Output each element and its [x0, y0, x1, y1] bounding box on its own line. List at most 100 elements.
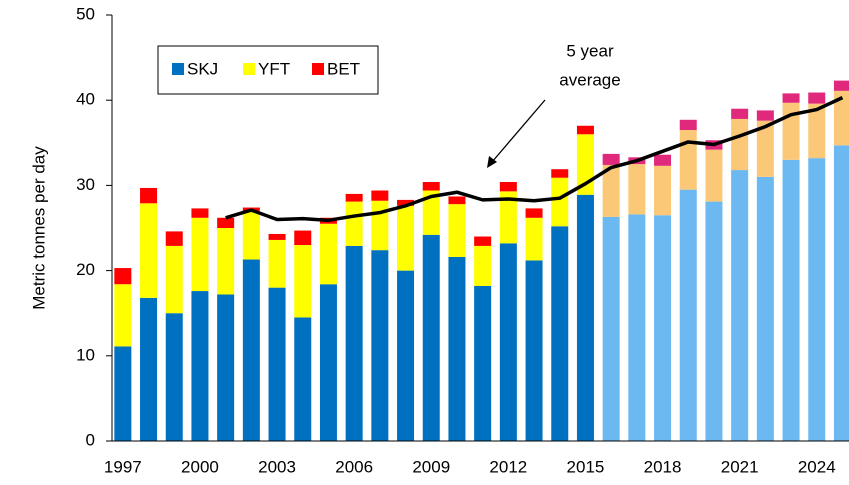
bar-segment: [782, 159, 800, 441]
bar-segment: [191, 291, 209, 441]
bar-segment: [397, 205, 415, 271]
bar-segment: [756, 120, 774, 177]
annotation-arrow: [491, 99, 546, 163]
bar-segment: [114, 284, 132, 347]
y-tick-label: 10: [76, 345, 95, 364]
x-tick-label: 2024: [798, 457, 836, 476]
bar-segment: [525, 208, 543, 218]
bar-segment: [551, 177, 569, 227]
x-tick-label: 2006: [335, 457, 373, 476]
bar-segment: [371, 200, 389, 251]
bar-segment: [756, 110, 774, 121]
bar-segment: [242, 259, 260, 441]
bar-segment: [217, 228, 235, 295]
bar-segment: [165, 245, 183, 314]
bar-segment: [499, 181, 517, 192]
bar-segment: [294, 317, 312, 441]
bar-segment: [294, 230, 312, 246]
bar-segment: [268, 233, 286, 240]
bar-segment: [576, 194, 594, 441]
bar-segment: [345, 245, 363, 441]
bar-segment: [422, 190, 440, 235]
bar-segment: [397, 270, 415, 441]
bar-segment: [525, 260, 543, 441]
y-tick-label: 50: [76, 4, 95, 23]
annotation: average: [559, 70, 620, 89]
bar-segment: [165, 313, 183, 441]
bar-segment: [397, 199, 415, 206]
bar-segment: [268, 287, 286, 441]
y-axis-label: Metric tonnes per day: [29, 146, 48, 310]
bar-segment: [422, 181, 440, 191]
bar-segment: [319, 223, 337, 285]
bar-segment: [371, 250, 389, 441]
x-tick-label: 2009: [412, 457, 450, 476]
bar-segment: [602, 153, 620, 165]
bar-segment: [268, 239, 286, 288]
bar-segment: [654, 215, 672, 441]
legend-swatch: [312, 63, 324, 75]
bar-segment: [833, 145, 849, 441]
bar-segment: [731, 118, 749, 171]
bar-segment: [448, 204, 466, 257]
bar-segment: [602, 164, 620, 217]
y-tick-label: 0: [86, 430, 95, 449]
x-tick-label: 2000: [181, 457, 219, 476]
bar-segment: [628, 214, 646, 441]
x-tick-label: 1997: [104, 457, 142, 476]
y-tick-label: 40: [76, 90, 95, 109]
bar-segment: [474, 285, 492, 441]
legend-swatch: [172, 63, 184, 75]
bar-segment: [833, 80, 849, 91]
bar-segment: [114, 268, 132, 285]
bar-segment: [294, 245, 312, 318]
bar-segment: [345, 201, 363, 246]
bar-segment: [242, 210, 260, 260]
bar-segment: [191, 208, 209, 218]
bar-segment: [140, 297, 158, 441]
bar-segment: [371, 190, 389, 201]
bar-segment: [654, 154, 672, 166]
bar-segment: [679, 130, 697, 190]
bar-segment: [705, 201, 723, 441]
legend-swatch: [243, 63, 255, 75]
legend-label: SKJ: [187, 59, 218, 78]
bar-segment: [756, 176, 774, 441]
x-tick-label: 2012: [489, 457, 527, 476]
bar-segment: [140, 187, 158, 204]
annotation: 5 year: [566, 41, 614, 60]
legend-label: BET: [327, 59, 360, 78]
bar-segment: [499, 191, 517, 244]
bar-segment: [474, 245, 492, 286]
bar-segment: [576, 125, 594, 135]
bar-segment: [525, 217, 543, 261]
bar-segment: [808, 92, 826, 104]
bar-segment: [679, 189, 697, 441]
bar-segment: [782, 102, 800, 160]
bar-segment: [345, 193, 363, 202]
bar-segment: [705, 149, 723, 202]
average-line: [225, 96, 844, 223]
legend-box: [157, 45, 379, 95]
bar-segment: [165, 231, 183, 246]
legend-label: YFT: [258, 59, 290, 78]
bar-segment: [731, 170, 749, 441]
x-tick-label: 2015: [567, 457, 605, 476]
bar-segment: [808, 103, 826, 159]
bar-segment: [499, 243, 517, 441]
bar-segment: [474, 236, 492, 246]
bar-segment: [679, 119, 697, 131]
arrow-head: [487, 156, 497, 168]
bar-segment: [808, 158, 826, 442]
bar-segment: [319, 284, 337, 441]
bar-segment: [551, 169, 569, 178]
x-tick-label: 2021: [721, 457, 759, 476]
bar-segment: [140, 203, 158, 298]
x-tick-label: 2003: [258, 457, 296, 476]
bar-segment: [833, 90, 849, 146]
bar-segment: [191, 217, 209, 292]
x-tick-label: 2018: [644, 457, 682, 476]
bar-segment: [448, 256, 466, 441]
bar-segment: [114, 346, 132, 441]
